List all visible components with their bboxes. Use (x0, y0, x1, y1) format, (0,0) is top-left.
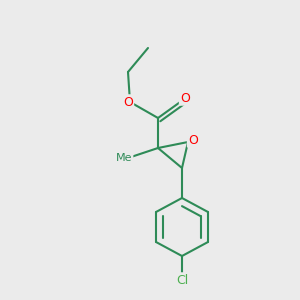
Text: Me: Me (116, 153, 132, 163)
Text: O: O (123, 95, 133, 109)
Text: Cl: Cl (176, 274, 188, 286)
Text: O: O (180, 92, 190, 104)
Text: O: O (188, 134, 198, 146)
